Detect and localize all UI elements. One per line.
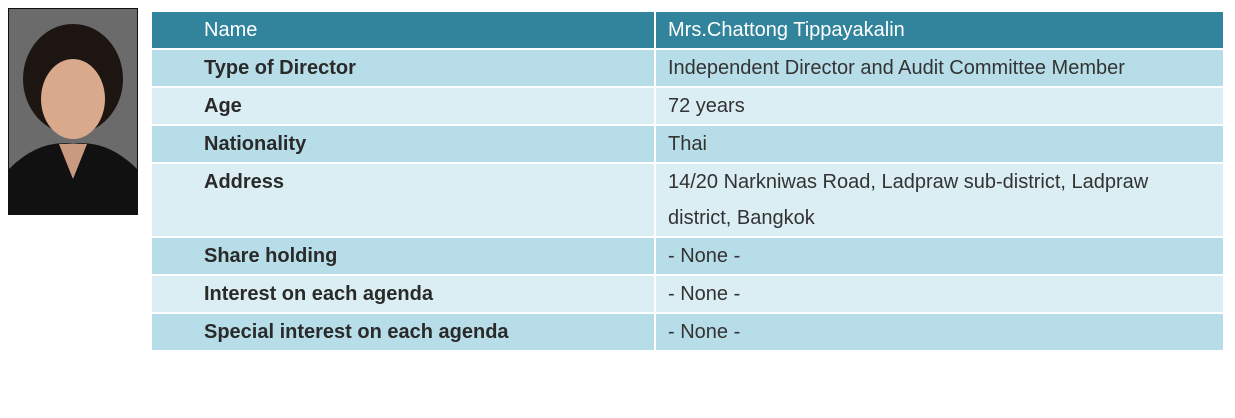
field-value: - None - [655, 313, 1224, 351]
field-value: Thai [655, 125, 1224, 163]
page: NameMrs.Chattong TippayakalinType of Dir… [0, 0, 1235, 418]
field-label: Share holding [151, 237, 655, 275]
field-label: Name [151, 11, 655, 49]
portrait-illustration [9, 9, 137, 214]
field-label: Type of Director [151, 49, 655, 87]
field-value: - None - [655, 237, 1224, 275]
field-label: Address [151, 163, 655, 237]
field-label: Nationality [151, 125, 655, 163]
field-value: 14/20 Narkniwas Road, Ladpraw sub-distri… [655, 163, 1224, 237]
table-row: Share holding- None - [151, 237, 1224, 275]
table-row: Special interest on each agenda- None - [151, 313, 1224, 351]
portrait-photo [8, 8, 138, 215]
field-label: Age [151, 87, 655, 125]
table-row: Interest on each agenda- None - [151, 275, 1224, 313]
field-label: Special interest on each agenda [151, 313, 655, 351]
field-value: 72 years [655, 87, 1224, 125]
field-value: Mrs.Chattong Tippayakalin [655, 11, 1224, 49]
field-value: - None - [655, 275, 1224, 313]
field-value: Independent Director and Audit Committee… [655, 49, 1224, 87]
field-label: Interest on each agenda [151, 275, 655, 313]
